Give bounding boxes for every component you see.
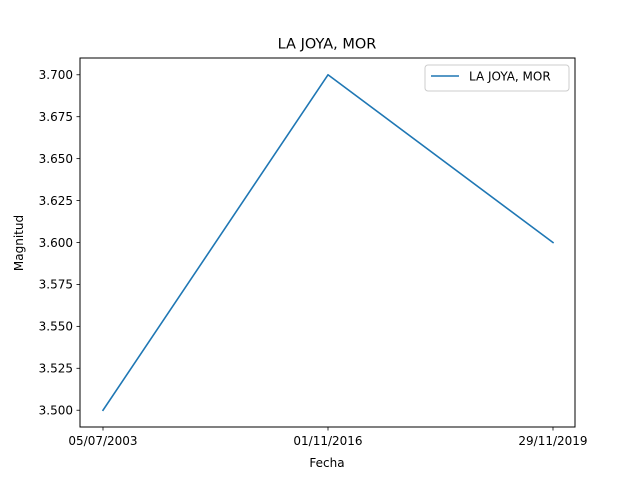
y-tick-label: 3.525	[39, 362, 73, 376]
x-tick-label: 29/11/2019	[518, 434, 587, 448]
series-group	[101, 73, 555, 412]
legend: LA JOYA, MOR	[424, 64, 570, 92]
series-line-0	[101, 73, 555, 412]
y-tick-label: 3.500	[39, 404, 73, 418]
x-tick-label: 05/07/2003	[68, 434, 137, 448]
y-tick-label: 3.700	[39, 68, 73, 82]
legend-entry-label: LA JOYA, MOR	[469, 70, 551, 84]
y-tick-label: 3.575	[39, 278, 73, 292]
y-tick-label: 3.625	[39, 194, 73, 208]
x-tick-label: 01/11/2016	[293, 434, 362, 448]
x-axis-label: Fecha	[309, 456, 344, 470]
y-tick-label: 3.550	[39, 320, 73, 334]
y-axis-label: Magnitud	[12, 215, 26, 271]
y-tick-label: 3.675	[39, 110, 73, 124]
y-axis: 3.500 3.525 3.550 3.575 3.600 3.625 3.650 3.675…	[39, 68, 80, 418]
legend-box	[424, 64, 570, 92]
y-tick-label: 3.600	[39, 236, 73, 250]
x-axis: 05/07/2003 01/11/2016 29/11/2019	[68, 427, 588, 448]
chart-title: LA JOYA, MOR	[278, 37, 377, 53]
plot-frame	[79, 57, 576, 428]
y-tick-label: 3.650	[39, 152, 73, 166]
